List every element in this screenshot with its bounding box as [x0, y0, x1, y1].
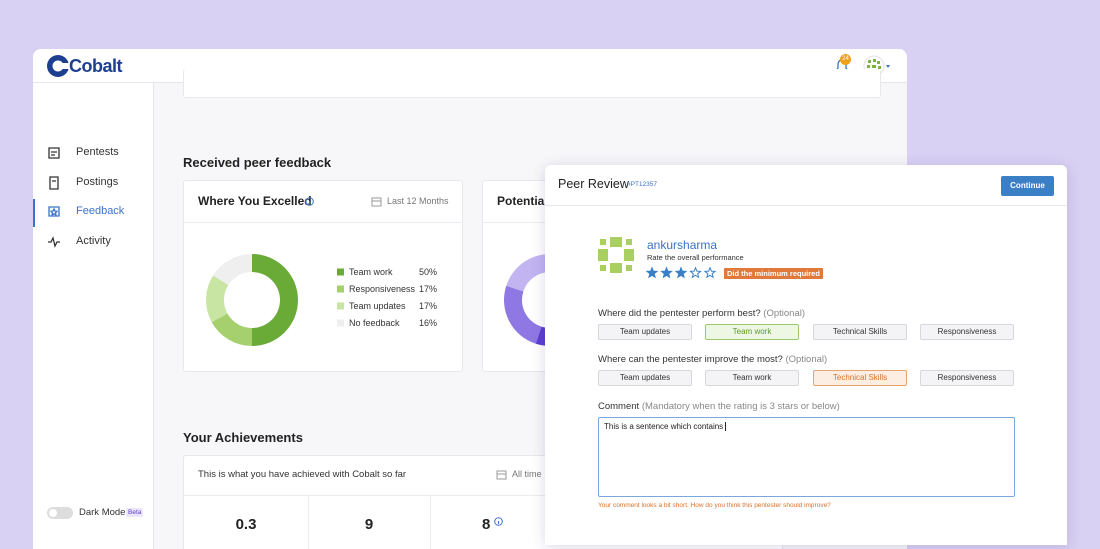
legend-value: 50% — [419, 267, 437, 277]
nav-icon — [49, 175, 59, 190]
nav-item[interactable]: Activity — [76, 234, 111, 247]
option-chip[interactable]: Technical Skills — [813, 324, 907, 340]
dark-mode-label: Dark Mode — [79, 507, 126, 518]
rating-label: Did the minimum required — [724, 268, 823, 279]
comment-title: Comment — [598, 401, 640, 412]
divider — [184, 495, 782, 496]
option-chip[interactable]: Team updates — [598, 370, 692, 386]
option-chip[interactable]: Team work — [705, 324, 799, 340]
donut-segment — [506, 254, 550, 292]
comment-label: Comment (Mandatory when the rating is 3 … — [598, 401, 840, 412]
divider — [308, 496, 309, 549]
peer-review-modal: Peer Review #PT12357 Continue ankursharm… — [545, 165, 1067, 545]
logo-text: Cobalt — [69, 56, 123, 76]
nav-icon — [48, 147, 60, 159]
star[interactable] — [689, 266, 702, 279]
period: Last 12 Months — [387, 196, 449, 206]
star[interactable] — [674, 266, 688, 279]
comment-textarea[interactable]: This is a sentence which contains — [598, 417, 1015, 497]
divider — [545, 205, 1067, 206]
option-chip[interactable]: Technical Skills — [813, 370, 907, 386]
star[interactable] — [660, 266, 673, 279]
page: Cobalt 24 Pentests Postings Feedback Activi… — [33, 49, 1067, 549]
question: Where did the pentester perform best? (O… — [598, 308, 805, 319]
user-avatar — [598, 237, 634, 273]
divider — [430, 496, 431, 549]
info-icon[interactable] — [305, 197, 314, 206]
donut-chart: Team work 50%Responsiveness 17% Team update… — [206, 254, 437, 346]
legend-swatch — [337, 319, 344, 327]
calendar-icon — [496, 470, 507, 480]
dark-mode-toggle[interactable] — [47, 507, 73, 519]
beta-badge: Beta — [126, 508, 144, 517]
sidebar: Pentests Postings Feedback Activity Dark Mo… — [33, 83, 154, 549]
comment-note: (Mandatory when the rating is 3 stars or… — [641, 401, 840, 412]
option-chip[interactable]: Team updates — [598, 324, 692, 340]
optional-label: (Optional) — [763, 308, 806, 319]
continue-button[interactable]: Continue — [1001, 176, 1054, 196]
notification-badge: 24 — [840, 54, 851, 65]
card-title: Where You Excelled — [198, 194, 312, 208]
comment-text: This is a sentence which contains — [604, 422, 724, 431]
modal-title: Peer Review — [558, 177, 629, 191]
star[interactable] — [703, 266, 717, 279]
stat-value: 8 — [482, 516, 491, 533]
donut-segment — [252, 254, 299, 346]
legend-label: Team updates — [349, 301, 406, 311]
legend-label: No feedback — [349, 318, 400, 328]
caret — [725, 422, 727, 431]
donut-segment — [211, 313, 252, 346]
legend-value: 17% — [419, 284, 437, 294]
legend-label: Responsiveness — [349, 284, 416, 294]
option-chip[interactable]: Responsiveness — [920, 324, 1014, 340]
nav-item[interactable]: Postings — [76, 175, 119, 188]
icon-shape — [49, 175, 59, 190]
legend-value: 17% — [419, 301, 437, 311]
question-text: Where can the pentester improve the most… — [598, 354, 783, 365]
star[interactable] — [646, 266, 659, 279]
option-chip[interactable]: Responsiveness — [920, 370, 1014, 386]
optional-label: (Optional) — [785, 354, 828, 365]
question-text: Where did the pentester perform best? — [598, 308, 761, 319]
donut-segment — [504, 285, 542, 344]
top-bar: Cobalt 24 — [33, 49, 907, 83]
section-title: Received peer feedback — [183, 155, 332, 170]
card-title: Potential — [497, 194, 548, 208]
icon-shape — [48, 206, 60, 217]
legend-swatch — [337, 285, 344, 293]
rating-prompt: Rate the overall performance — [647, 253, 744, 262]
nav-item[interactable]: Pentests — [76, 146, 119, 158]
legend-swatch — [337, 268, 344, 276]
donut-segment — [206, 275, 229, 323]
legend-swatch — [337, 302, 344, 310]
legend-value: 16% — [419, 318, 437, 328]
top-card — [183, 69, 881, 98]
nav-icon — [48, 206, 60, 217]
comment-hint: Your comment looks a bit short. How do y… — [598, 502, 831, 509]
nav-icon — [48, 235, 60, 248]
subtitle: This is what you have achieved with Coba… — [198, 469, 407, 480]
icon-shape — [48, 147, 60, 159]
divider — [184, 222, 462, 223]
stat-value: 0.3 — [235, 516, 257, 533]
period: All time — [512, 469, 542, 479]
legend-label: Team work — [349, 267, 393, 277]
star-rating[interactable] — [646, 266, 721, 280]
username[interactable]: ankursharma — [647, 238, 718, 252]
active-indicator — [33, 199, 35, 227]
icon-shape — [48, 235, 60, 248]
pentest-id: #PT12357 — [627, 181, 657, 188]
nav-item[interactable]: Feedback — [76, 205, 125, 217]
stat-value: 9 — [364, 516, 374, 533]
info-icon[interactable] — [494, 517, 503, 526]
option-chip[interactable]: Team work — [705, 370, 799, 386]
question: Where can the pentester improve the most… — [598, 354, 827, 365]
calendar-icon — [371, 197, 382, 207]
section-title: Your Achievements — [183, 430, 303, 445]
excelled-card: Where You Excelled Last 12 Months Team w… — [183, 180, 463, 372]
donut-segment — [213, 254, 252, 285]
logo-icon — [47, 55, 70, 77]
